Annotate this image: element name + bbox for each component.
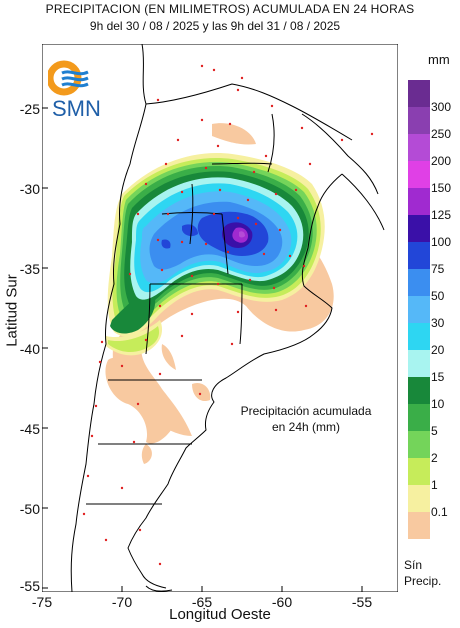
legend-swatch	[408, 215, 430, 242]
no-precip-line-1: Sín	[404, 558, 423, 572]
y-tick-label: -50	[19, 501, 40, 517]
x-tick-label: -55	[351, 594, 373, 610]
map-plot-area	[42, 44, 398, 592]
legend-swatch	[408, 350, 430, 377]
precipitation-field	[105, 123, 334, 464]
x-tick-label: -65	[191, 594, 213, 610]
legend-label: 10	[431, 397, 445, 411]
legend-swatch	[408, 377, 430, 404]
y-tick-label: -55	[19, 578, 40, 594]
legend-swatch	[408, 161, 430, 188]
y-tick-label: -40	[19, 341, 40, 357]
legend-label: 75	[431, 262, 445, 276]
legend-label: 20	[431, 343, 445, 357]
legend-label: 100	[431, 235, 452, 249]
station-markers	[82, 64, 374, 566]
legend-label: 2	[431, 451, 438, 465]
legend-label: 300	[431, 100, 452, 114]
x-axis-label: Longitud Oeste	[169, 606, 271, 623]
y-tick-label: -45	[19, 421, 40, 437]
legend-label: 5	[431, 424, 438, 438]
legend-label: 15	[431, 370, 445, 384]
legend-swatch	[408, 107, 430, 134]
legend-swatch	[408, 296, 430, 323]
legend-label: 250	[431, 127, 452, 141]
boundaries	[70, 44, 385, 592]
legend-swatch	[408, 269, 430, 296]
legend-label: 125	[431, 208, 452, 222]
y-tick-label: -30	[19, 181, 40, 197]
legend-swatch	[408, 80, 430, 107]
legend-swatch	[408, 134, 430, 161]
smn-logo-icon	[48, 60, 89, 96]
legend-label: 150	[431, 181, 452, 195]
legend-swatch	[408, 323, 430, 350]
legend-swatch	[408, 458, 430, 485]
legend-swatch	[408, 431, 430, 458]
y-tick-label: -35	[19, 261, 40, 277]
legend-swatch	[408, 188, 430, 215]
legend-swatch	[408, 485, 430, 512]
legend-unit: mm	[428, 52, 450, 67]
y-tick-label: -25	[19, 101, 40, 117]
x-tick-label: -75	[31, 594, 53, 610]
axis-ticks	[42, 107, 363, 592]
legend-label: 200	[431, 154, 452, 168]
x-tick-label: -60	[271, 594, 293, 610]
annotation-line-1: Precipitación acumulada	[240, 404, 372, 418]
map-title: PRECIPITACION (EN MILIMETROS) ACUMULADA …	[45, 2, 415, 16]
legend-swatch	[408, 404, 430, 431]
legend-swatch	[408, 512, 430, 539]
logo-text: SMN	[52, 96, 101, 121]
no-precip-line-2: Precip.	[404, 574, 442, 588]
x-tick-label: -70	[111, 594, 133, 610]
map-subtitle: 9h del 30 / 08 / 2025 y las 9h del 31 / …	[89, 19, 341, 33]
legend-label: 50	[431, 289, 445, 303]
legend-label: 30	[431, 316, 445, 330]
annotation-line-2: en 24h (mm)	[271, 420, 341, 434]
legend-swatch	[408, 242, 430, 269]
no-precip-label: Sín Precip.	[404, 557, 441, 589]
map-annotation: Precipitación acumulada en 24h (mm)	[226, 403, 386, 435]
legend-label: 0.1	[431, 505, 448, 519]
legend-label: 1	[431, 478, 438, 492]
